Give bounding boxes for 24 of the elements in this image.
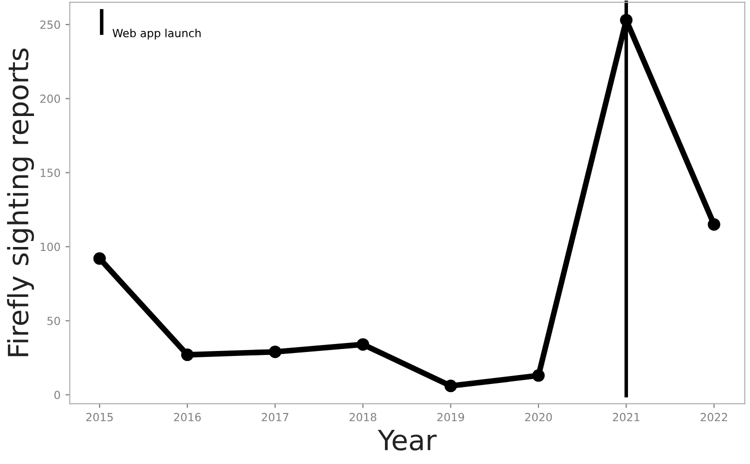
ref-line-label: Web app launch (112, 28, 201, 40)
y-tick-label: 100 (40, 242, 60, 252)
x-tick-label: 2016 (174, 412, 201, 422)
x-tick-label: 2017 (262, 412, 288, 422)
point (444, 380, 457, 392)
y-tick-label: 0 (54, 390, 60, 400)
x-tick-label: 2020 (525, 412, 552, 422)
point (93, 252, 106, 265)
y-axis-title: Firefly sighting reports (7, 48, 34, 356)
x-tick-label: 2019 (437, 412, 464, 422)
point (708, 218, 720, 231)
point (532, 369, 545, 382)
point (356, 338, 370, 351)
point (181, 348, 194, 362)
y-tick-label: 150 (40, 168, 60, 178)
y-tick-label: 200 (40, 94, 60, 103)
y-tick-label: 50 (47, 316, 60, 326)
x-tick-label: 2021 (612, 412, 640, 422)
x-tick-label: 2018 (350, 412, 376, 422)
x-axis-title: Year (378, 430, 437, 451)
y-tick-label: 250 (40, 20, 60, 29)
point (268, 346, 282, 358)
x-tick-label: 2015 (86, 412, 113, 422)
x-tick-label: 2022 (700, 412, 728, 422)
